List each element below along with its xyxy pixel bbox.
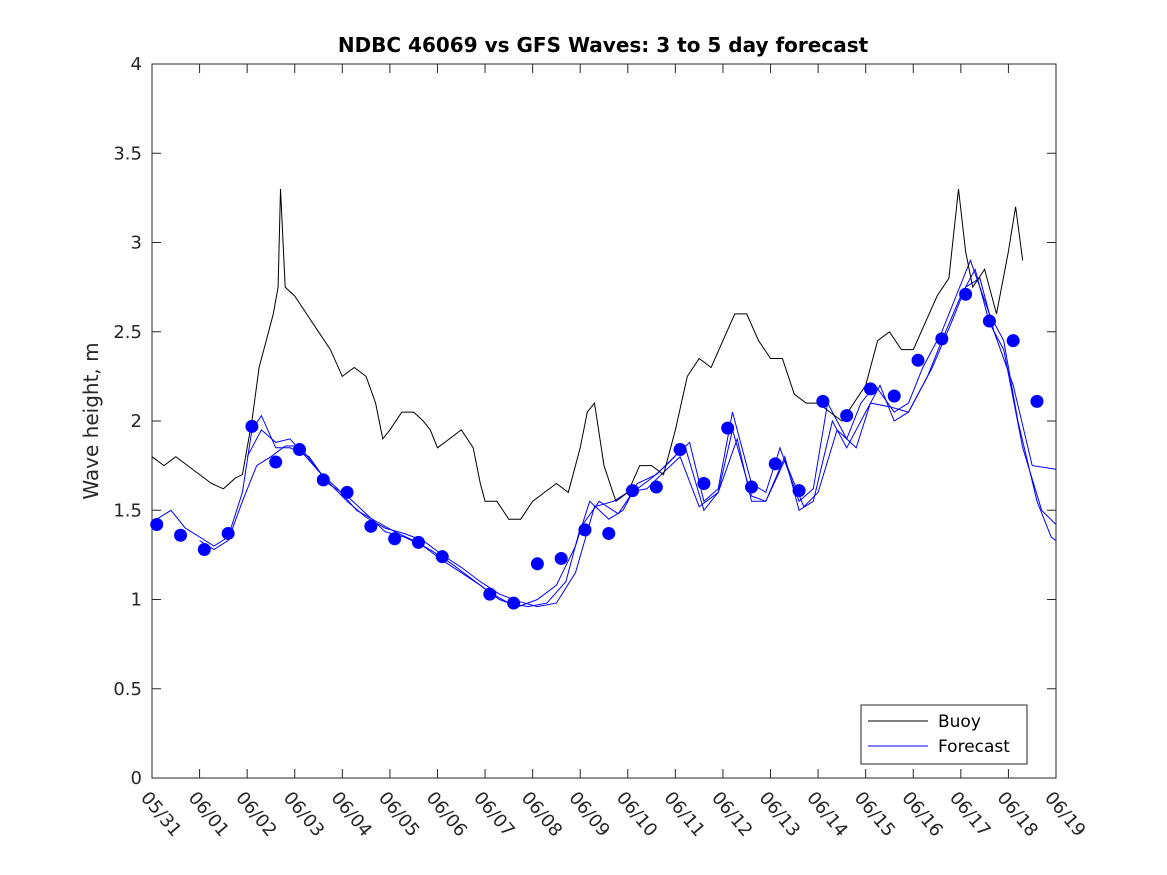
legend-buoy-label: Buoy [938,712,981,732]
forecast-marker [840,409,854,423]
forecast-marker [982,314,996,328]
forecast-marker [911,353,925,367]
y-axis: 0 0.5 1 1.5 2 2.5 3 3.5 4 [113,54,1056,789]
y-axis-label: Wave height, m [79,342,103,499]
y-tick-label: 3 [131,233,142,254]
chart-title: NDBC 46069 vs GFS Waves: 3 to 5 day fore… [338,33,869,57]
forecast-marker [507,596,521,610]
forecast-marker [792,484,806,498]
x-tick-label: 06/07 [469,788,518,841]
legend-forecast-label: Forecast [938,737,1010,757]
y-tick-label: 4 [131,54,142,75]
x-tick-label: 06/15 [850,788,899,841]
y-tick-label: 3.5 [113,143,142,164]
forecast-marker [221,526,235,540]
x-tick-label: 06/14 [802,788,851,841]
x-tick-label: 06/10 [612,788,661,841]
x-tick-label: 06/13 [755,788,804,841]
x-tick-label: 06/02 [231,788,280,841]
y-tick-label: 1.5 [113,500,142,521]
x-tick-label: 06/16 [897,788,946,841]
forecast-marker [483,587,497,601]
forecast-marker [364,519,378,533]
forecast-marker [269,455,283,469]
forecast-marker [578,523,592,537]
forecast-marker [435,550,449,564]
forecast-marker [887,389,901,403]
forecast-marker [673,443,687,457]
legend-box [860,704,1028,765]
forecast-marker [530,557,544,571]
x-tick-label: 06/08 [517,788,566,841]
y-tick-label: 0.5 [113,679,142,700]
forecast-marker [150,518,164,532]
x-tick-label: 06/06 [422,788,471,841]
forecast-marker [935,332,949,346]
forecast-marker [649,480,663,494]
forecast-marker [744,480,758,494]
x-tick-label: 06/17 [945,788,994,841]
x-tick-label: 06/11 [660,788,709,841]
y-tick-label: 1 [131,590,142,611]
x-tick-label: 06/09 [564,788,613,841]
x-tick-label: 06/03 [279,788,328,841]
x-tick-label: 06/12 [707,788,756,841]
legend: Buoy Forecast [860,704,1028,765]
forecast-marker [316,473,330,487]
forecast-marker [697,476,711,490]
buoy-line [151,188,1024,520]
forecast-marker [554,551,568,565]
x-tick-label: 06/05 [374,788,423,841]
forecast-marker [816,394,830,408]
forecast-marker [388,532,402,546]
y-tick-label: 2 [131,411,142,432]
forecast-marker [340,485,354,499]
forecast-marker [174,528,188,542]
y-tick-label: 0 [131,768,142,789]
forecast-marker [1030,394,1044,408]
forecast-marker [863,382,877,396]
x-tick-label: 06/19 [1040,788,1089,841]
forecast-marker [1006,334,1020,348]
x-tick-label: 06/18 [993,788,1042,841]
y-tick-label: 2.5 [113,322,142,343]
forecast-marker [626,484,640,498]
forecast-marker [768,457,782,471]
x-tick-label: 06/04 [326,788,375,841]
series-layer [150,188,1057,610]
forecast-line-1 [156,258,1057,608]
forecast-marker [411,535,425,549]
forecast-marker [197,543,211,557]
forecast-marker [602,526,616,540]
forecast-marker [721,421,735,435]
forecast-marker [292,443,306,457]
x-tick-label: 06/01 [184,788,233,841]
x-tick-label: 05/31 [136,788,185,841]
plot-area [151,63,1057,779]
forecast-marker [959,287,973,301]
forecast-marker [245,419,259,433]
